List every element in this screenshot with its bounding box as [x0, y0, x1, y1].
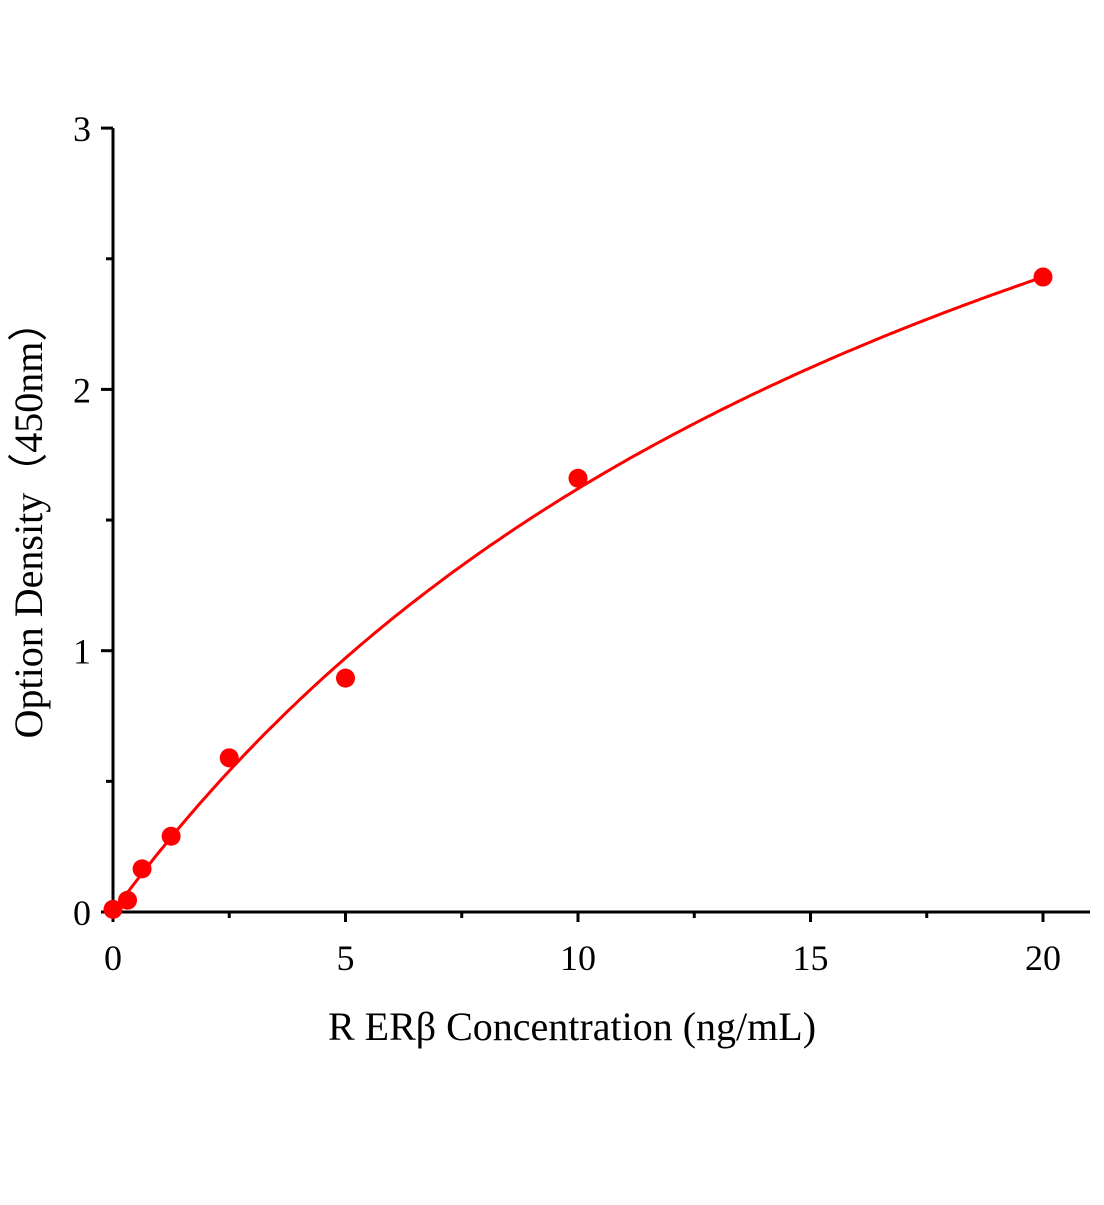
- data-point: [336, 668, 355, 688]
- data-point: [103, 899, 123, 919]
- data-point: [1033, 267, 1053, 287]
- y-axis-label: Option Density（450nm）: [6, 302, 51, 739]
- fit-curve: [111, 275, 1044, 913]
- data-point: [161, 826, 181, 846]
- ticks: 0 5 10 15 20 0 1 2 3: [73, 109, 1061, 978]
- x-tick-label: 5: [337, 938, 355, 978]
- data-point: [118, 890, 138, 910]
- data-point: [219, 748, 239, 768]
- x-tick-label: 0: [104, 938, 122, 978]
- x-axis-label: R ERβ Concentration (ng/mL): [328, 1004, 816, 1049]
- y-tick-label: 2: [73, 370, 91, 410]
- data-point: [132, 859, 152, 879]
- y-tick-label: 1: [73, 632, 91, 672]
- x-tick-label: 15: [793, 938, 829, 978]
- data-point: [568, 468, 588, 488]
- axes: [111, 128, 1090, 914]
- y-tick-label: 0: [73, 893, 91, 933]
- y-tick-label: 3: [73, 109, 91, 149]
- data-points: [103, 267, 1053, 919]
- x-tick-label: 10: [560, 938, 596, 978]
- x-tick-label: 20: [1025, 938, 1061, 978]
